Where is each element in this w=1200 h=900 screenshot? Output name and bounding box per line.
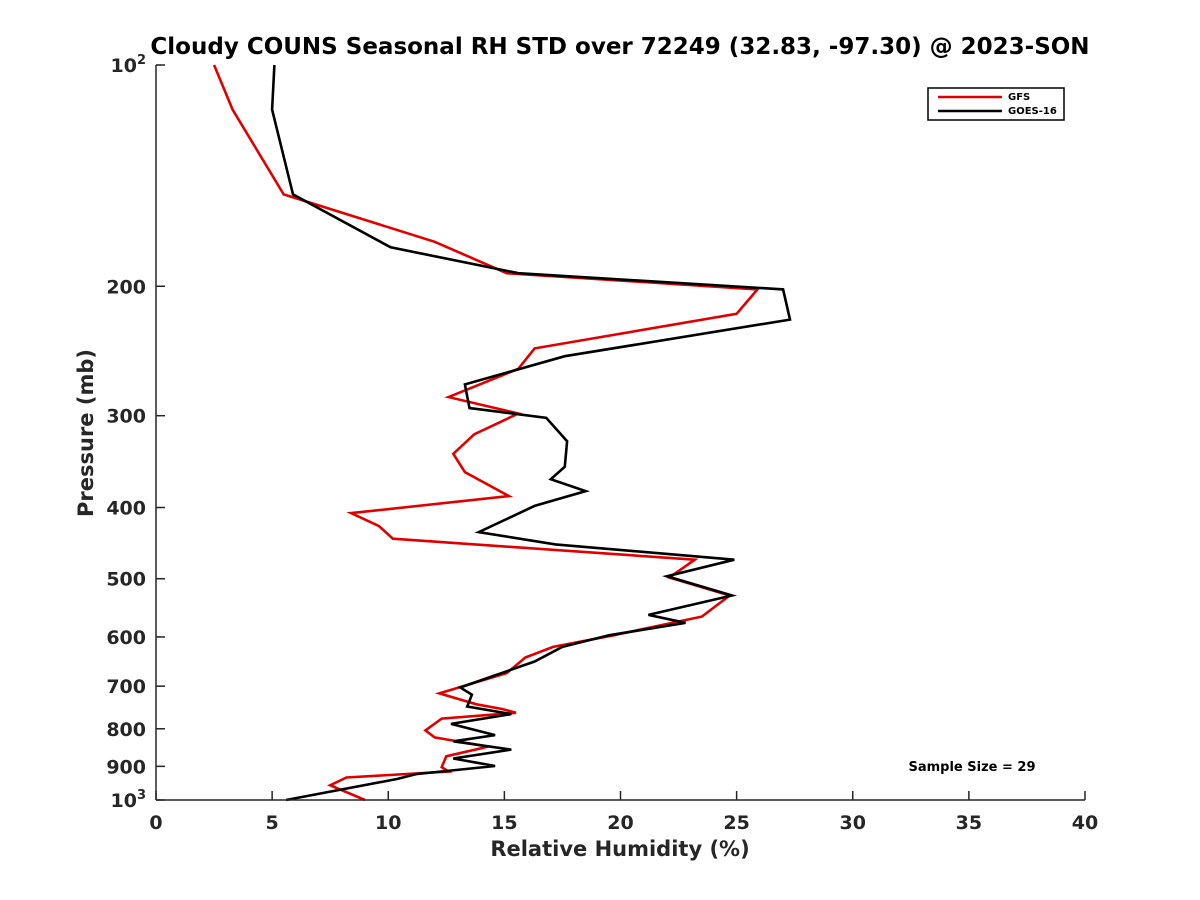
- y-tick-label: 400: [106, 498, 146, 520]
- sample-size-annotation: Sample Size = 29: [908, 760, 1035, 775]
- y-tick-exponent: 2: [137, 53, 146, 68]
- x-tick-label: 25: [723, 812, 749, 834]
- y-tick-label: 200: [106, 276, 146, 298]
- chart-title: Cloudy COUNS Seasonal RH STD over 72249 …: [150, 34, 1089, 60]
- y-tick-label: 600: [106, 627, 146, 649]
- ticks-layer: 0 5 10 15 20 25 30 35 40 102 200 300 400 500 600 700 800…: [106, 53, 1098, 834]
- x-axis-label: Relative Humidity (%): [490, 837, 749, 861]
- y-tick-label: 102: [111, 53, 147, 77]
- legend: GFS GOES-16: [927, 87, 1065, 121]
- y-tick-label: 800: [106, 719, 146, 741]
- y-tick-label: 700: [106, 676, 146, 698]
- axes-layer: [155, 65, 1085, 801]
- x-tick-label: 40: [1072, 812, 1098, 834]
- series-line-gfs: [212, 64, 761, 802]
- x-tick-label: 35: [956, 812, 982, 834]
- series-line-goes16: [270, 64, 792, 802]
- legend-box: [927, 87, 1065, 121]
- x-tick-label: 0: [149, 812, 162, 834]
- legend-label-gfs: GFS: [1008, 92, 1030, 103]
- x-tick-label: 10: [375, 812, 401, 834]
- series-layer: [212, 64, 792, 802]
- x-tick-label: 15: [491, 812, 517, 834]
- y-tick-label: 900: [106, 756, 146, 778]
- y-axis-label: Pressure (mb): [74, 349, 98, 517]
- y-tick-label: 500: [106, 569, 146, 591]
- legend-label-goes16: GOES-16: [1008, 106, 1057, 117]
- x-tick-label: 5: [266, 812, 279, 834]
- x-tick-label: 30: [840, 812, 866, 834]
- x-tick-label: 20: [607, 812, 633, 834]
- y-tick-label: 103: [111, 788, 147, 812]
- y-tick-label: 300: [106, 406, 146, 428]
- y-tick-exponent: 3: [137, 788, 146, 803]
